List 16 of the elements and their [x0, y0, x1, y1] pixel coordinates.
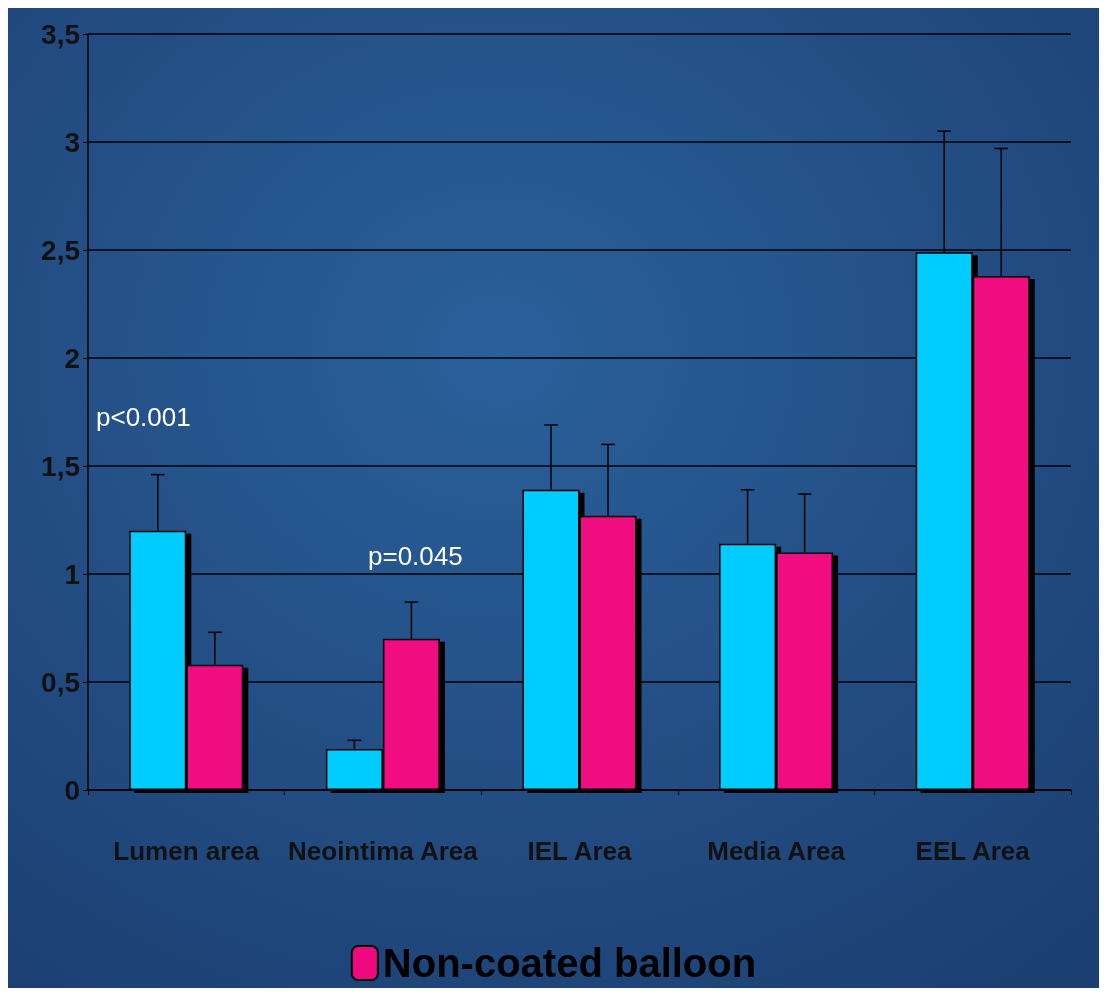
annotation: p<0.001	[96, 402, 191, 432]
legend-label: Non-coated balloon	[382, 941, 757, 985]
y-tick-label: 1,5	[41, 450, 80, 482]
x-tick-label: Media Area	[707, 836, 846, 866]
y-tick-label: 0,5	[41, 666, 80, 698]
x-tick-label: EEL Area	[915, 836, 1031, 866]
x-tick-label: Lumen area	[113, 836, 260, 866]
y-tick-label: 1	[64, 558, 80, 590]
x-tick-label: Neointima Area	[288, 836, 479, 866]
y-tick-label: 2	[64, 342, 80, 374]
annotation: p=0.045	[368, 541, 463, 571]
y-tick-label: 3	[64, 126, 80, 158]
y-tick-label: 0	[64, 774, 80, 806]
y-tick-label: 2,5	[41, 234, 80, 266]
x-tick-label: IEL Area	[527, 836, 633, 866]
y-tick-label: 3,5	[41, 18, 80, 50]
